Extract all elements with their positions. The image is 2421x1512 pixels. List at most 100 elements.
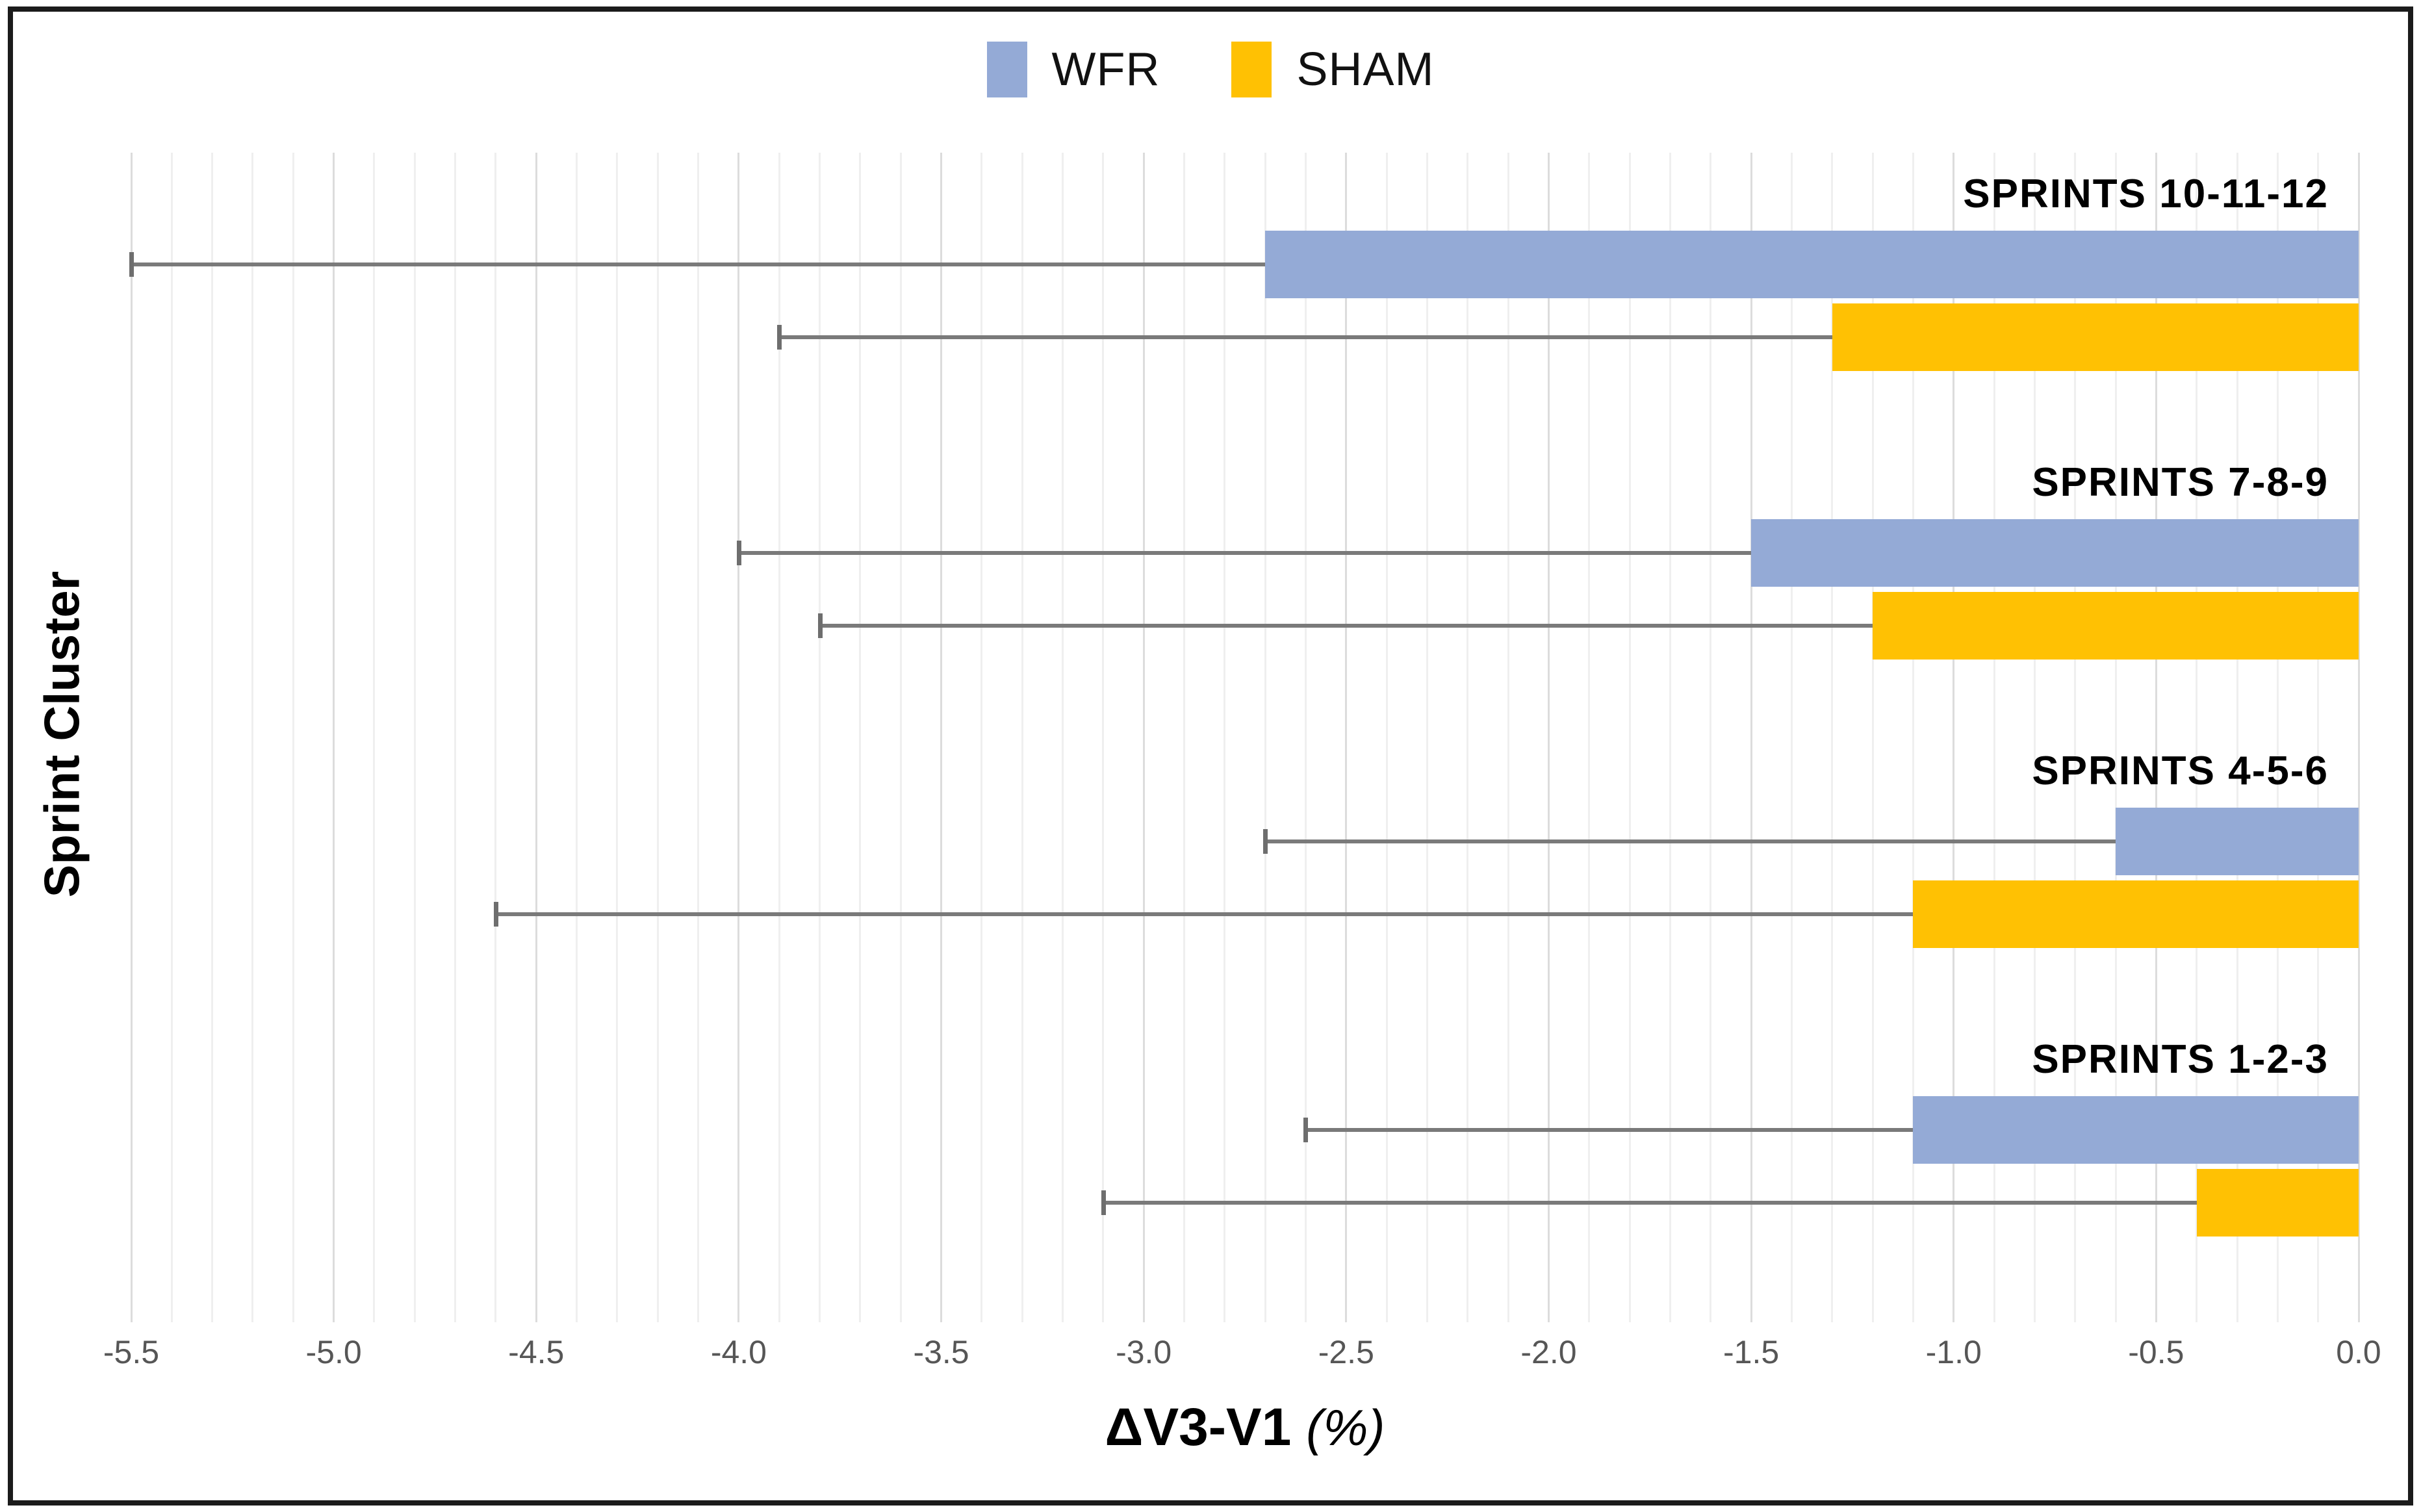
wfr-error-whisker-cap <box>1263 829 1268 854</box>
major-gridline <box>1345 153 1348 1322</box>
cluster-label: SPRINTS 4-5-6 <box>2032 749 2329 793</box>
minor-gridline <box>2276 153 2279 1322</box>
minor-gridline <box>2236 153 2238 1322</box>
wfr-bar <box>1913 1096 2359 1164</box>
minor-gridline <box>211 153 214 1322</box>
minor-gridline <box>1588 153 1591 1322</box>
minor-gridline <box>1871 153 1874 1322</box>
major-gridline <box>2357 153 2360 1322</box>
minor-gridline <box>2074 153 2077 1322</box>
minor-gridline <box>1223 153 1226 1322</box>
minor-gridline <box>454 153 457 1322</box>
x-tick-label: -5.5 <box>103 1334 160 1370</box>
y-axis-title: Sprint Cluster <box>34 570 90 898</box>
minor-gridline <box>1790 153 1793 1322</box>
sham-bar <box>1873 592 2359 660</box>
wfr-bar <box>1751 519 2359 587</box>
chart-legend: WFR SHAM <box>0 34 2421 105</box>
wfr-error-whisker <box>1305 1128 1914 1132</box>
legend-item-wfr: WFR <box>986 42 1160 97</box>
minor-gridline <box>2317 153 2320 1322</box>
sham-error-whisker-cap <box>1101 1190 1106 1215</box>
sham-error-whisker <box>819 624 1873 628</box>
x-tick-label: -5.0 <box>305 1334 362 1370</box>
major-gridline <box>1547 153 1550 1322</box>
minor-gridline <box>656 153 659 1322</box>
minor-gridline <box>1021 153 1023 1322</box>
wfr-error-whisker <box>131 263 1266 266</box>
minor-gridline <box>1669 153 1671 1322</box>
legend-label-wfr: WFR <box>1051 44 1160 96</box>
minor-gridline <box>616 153 619 1322</box>
sham-bar <box>1832 303 2359 371</box>
x-tick-label: -1.5 <box>1723 1334 1780 1370</box>
x-axis-title: ΔV3-V1 (%) <box>0 1397 2421 1458</box>
minor-gridline <box>413 153 416 1322</box>
minor-gridline <box>899 153 902 1322</box>
x-tick-label: -1.0 <box>1925 1334 1982 1370</box>
minor-gridline <box>1062 153 1064 1322</box>
sham-error-whisker-cap <box>777 325 782 350</box>
x-tick-label: -2.5 <box>1318 1334 1374 1370</box>
minor-gridline <box>1993 153 1995 1322</box>
minor-gridline <box>373 153 376 1322</box>
x-tick-label: -3.5 <box>913 1334 969 1370</box>
minor-gridline <box>1426 153 1428 1322</box>
minor-gridline <box>1304 153 1307 1322</box>
minor-gridline <box>1710 153 1712 1322</box>
cluster-label: SPRINTS 10-11-12 <box>1963 172 2329 216</box>
minor-gridline <box>1507 153 1509 1322</box>
sham-bar <box>2196 1169 2359 1237</box>
major-gridline <box>1142 153 1145 1322</box>
sham-error-whisker <box>779 335 1832 339</box>
wfr-bar <box>2116 808 2359 875</box>
minor-gridline <box>1264 153 1266 1322</box>
minor-gridline <box>292 153 294 1322</box>
wfr-error-whisker-cap <box>736 541 741 565</box>
x-axis-title-unit-text: (%) <box>1306 1399 1385 1456</box>
cluster-label: SPRINTS 1-2-3 <box>2032 1037 2329 1082</box>
wfr-color-swatch <box>986 42 1027 97</box>
wfr-error-whisker-cap <box>1303 1118 1309 1142</box>
major-gridline <box>1750 153 1752 1322</box>
sham-bar <box>1913 880 2359 948</box>
x-tick-label: -3.0 <box>1116 1334 1172 1370</box>
minor-gridline <box>697 153 700 1322</box>
minor-gridline <box>2114 153 2117 1322</box>
x-tick-label: -4.0 <box>710 1334 767 1370</box>
minor-gridline <box>2196 153 2198 1322</box>
major-gridline <box>1953 153 1955 1322</box>
minor-gridline <box>819 153 821 1322</box>
minor-gridline <box>494 153 497 1322</box>
minor-gridline <box>170 153 173 1322</box>
sham-error-whisker-cap <box>493 902 498 927</box>
x-tick-label: 0.0 <box>2336 1334 2381 1370</box>
wfr-bar <box>1265 231 2359 298</box>
major-gridline <box>130 153 133 1322</box>
x-tick-label: -4.5 <box>508 1334 565 1370</box>
sham-error-whisker <box>495 912 1914 916</box>
x-tick-label: -2.0 <box>1520 1334 1577 1370</box>
minor-gridline <box>251 153 254 1322</box>
wfr-error-whisker <box>1265 839 2116 843</box>
minor-gridline <box>1183 153 1185 1322</box>
major-gridline <box>2155 153 2157 1322</box>
minor-gridline <box>980 153 983 1322</box>
minor-gridline <box>1102 153 1105 1322</box>
minor-gridline <box>1628 153 1631 1322</box>
major-gridline <box>535 153 537 1322</box>
minor-gridline <box>1831 153 1834 1322</box>
cluster-label: SPRINTS 7-8-9 <box>2032 460 2329 505</box>
minor-gridline <box>1385 153 1388 1322</box>
sham-error-whisker-cap <box>817 613 823 638</box>
minor-gridline <box>1912 153 1914 1322</box>
major-gridline <box>333 153 335 1322</box>
minor-gridline <box>1467 153 1469 1322</box>
legend-item-sham: SHAM <box>1231 42 1434 97</box>
wfr-error-whisker <box>738 551 1752 555</box>
wfr-error-whisker-cap <box>129 252 134 277</box>
minor-gridline <box>576 153 578 1322</box>
legend-label-sham: SHAM <box>1296 44 1435 96</box>
minor-gridline <box>859 153 862 1322</box>
